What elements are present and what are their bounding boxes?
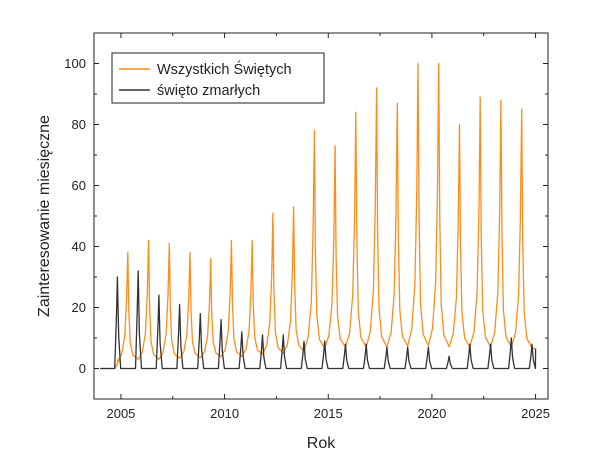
y-tick-label: 60: [72, 178, 86, 193]
y-tick-label: 40: [72, 239, 86, 254]
x-axis-label: Rok: [307, 435, 336, 452]
y-axis-label: Zainteresowanie miesięczne: [36, 115, 53, 317]
y-tick-label: 0: [79, 361, 86, 376]
series-line-2: [100, 270, 537, 370]
axis-ticks: 2005 2010 2015 2020 2025 0 20 40 60 80 100: [64, 33, 550, 421]
series-line-1: [100, 62, 536, 370]
x-tick-label: 2005: [106, 406, 135, 421]
legend-label-series-2: święto zmarłych: [157, 83, 260, 99]
x-tick-label: 2010: [210, 406, 239, 421]
x-tick-label: 2025: [521, 406, 550, 421]
legend-box: [111, 52, 325, 104]
legend: Wszystkich Świętych święto zmarłych: [111, 52, 325, 104]
x-tick-label: 2020: [417, 406, 446, 421]
plot-area: [100, 62, 537, 370]
y-tick-label: 80: [72, 117, 86, 132]
x-tick-label: 2015: [314, 406, 343, 421]
y-tick-label: 100: [64, 56, 86, 71]
legend-label-series-1: Wszystkich Świętych: [157, 60, 292, 78]
y-tick-label: 20: [72, 300, 86, 315]
